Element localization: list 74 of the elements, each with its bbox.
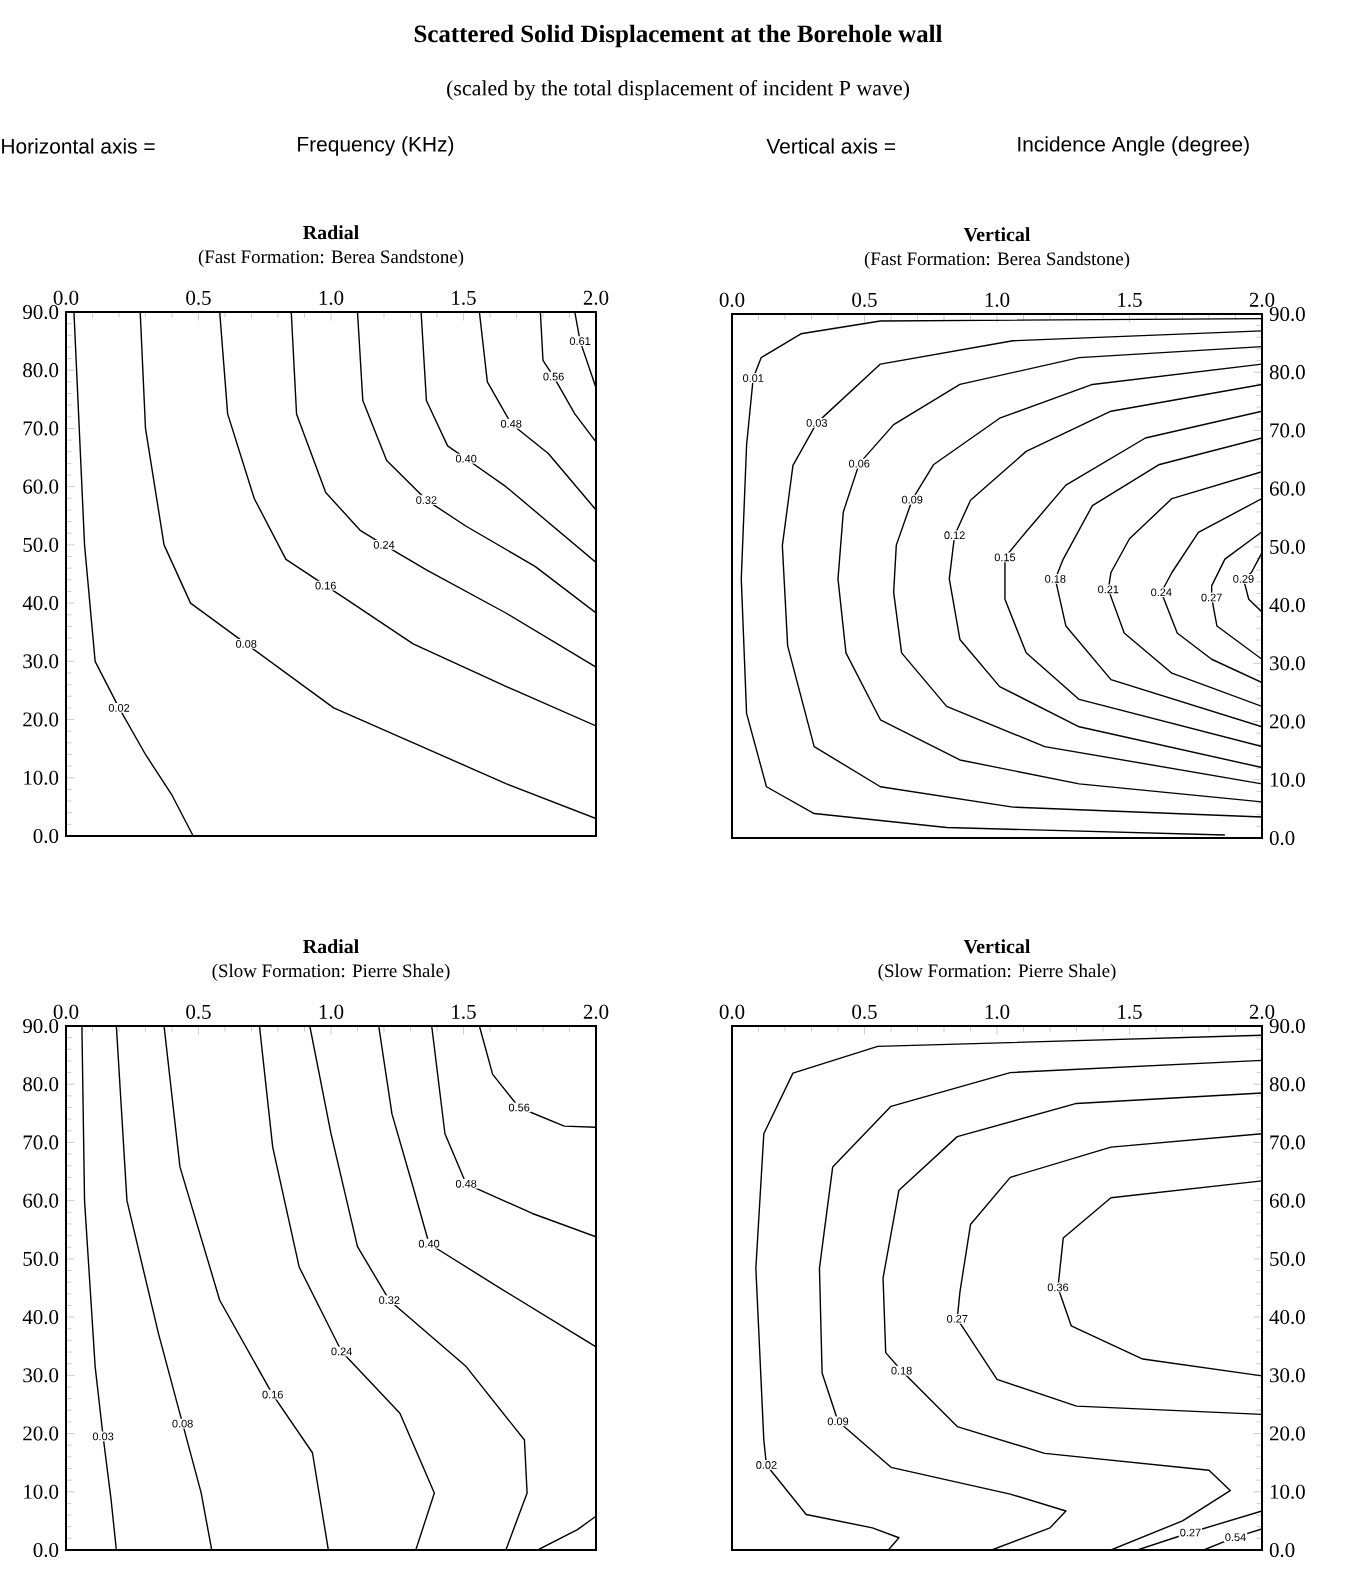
y-tick-label: 50.0 xyxy=(1270,1251,1305,1266)
x-tick-label: 1.5 xyxy=(452,1004,476,1019)
x-tick-label: 2.0 xyxy=(583,290,609,305)
x-tick-label: 1.5 xyxy=(452,290,476,305)
y-tick-label: 50.0 xyxy=(1270,539,1305,554)
y-tick-label: 20.0 xyxy=(1269,1426,1305,1441)
x-tick-label: 1.0 xyxy=(319,290,344,305)
y-tick-label: 70.0 xyxy=(23,421,59,436)
chart-title: Radial xyxy=(303,939,359,954)
text: (scaled by the total displacement of incident P wave) xyxy=(447,79,909,101)
x-tick-label: 0.0 xyxy=(53,1004,79,1019)
text: Vertical axis = xyxy=(766,138,895,154)
y-tick-label: 0.0 xyxy=(1269,1542,1295,1558)
y-tick-label: 90.0 xyxy=(23,304,59,320)
x-tick-label: 0.5 xyxy=(852,1004,877,1019)
text: Incidence Angle (degree) xyxy=(1018,136,1249,156)
text: Frequency (KHz) xyxy=(298,136,454,156)
y-tick-label: 80.0 xyxy=(23,363,59,378)
chart-subtitle: (Fast Formation: Berea Sandstone) xyxy=(864,251,1130,270)
y-tick-label: 60.0 xyxy=(23,1193,59,1208)
y-tick-label: 60.0 xyxy=(1269,1193,1305,1208)
y-tick-label: 10.0 xyxy=(24,770,59,785)
x-tick-label: 2.0 xyxy=(583,1004,609,1019)
chart-title: Radial xyxy=(303,225,359,240)
y-tick-label: 90.0 xyxy=(1269,1018,1305,1034)
chart-title: Vertical xyxy=(963,227,1031,242)
y-tick-label: 20.0 xyxy=(23,712,59,727)
y-tick-label: 50.0 xyxy=(23,1251,59,1266)
y-tick-label: 20.0 xyxy=(1269,714,1305,729)
x-tick-label: 0.0 xyxy=(719,292,745,307)
y-tick-label: 30.0 xyxy=(1270,656,1305,671)
y-tick-label: 60.0 xyxy=(1269,481,1305,496)
chart-subtitle: (Slow Formation: Pierre Shale) xyxy=(878,963,1116,982)
y-tick-label: 70.0 xyxy=(23,1135,59,1150)
chart-subtitle: (Fast Formation: Berea Sandstone) xyxy=(198,249,464,268)
x-tick-label: 1.0 xyxy=(985,292,1010,307)
y-tick-label: 90.0 xyxy=(1269,306,1305,322)
y-tick-label: 50.0 xyxy=(23,537,59,552)
y-tick-label: 90.0 xyxy=(23,1018,59,1034)
y-tick-label: 20.0 xyxy=(23,1426,59,1441)
y-tick-label: 10.0 xyxy=(24,1484,59,1499)
x-tick-label: 0.0 xyxy=(719,1004,745,1019)
x-tick-label: 0.5 xyxy=(852,292,877,307)
x-tick-label: 2.0 xyxy=(1249,292,1275,307)
x-tick-label: 0.5 xyxy=(186,290,211,305)
y-tick-label: 80.0 xyxy=(1269,1077,1305,1092)
text: Scattered Solid Displacement at the Borehole wall xyxy=(414,24,943,48)
y-tick-label: 10.0 xyxy=(1270,772,1305,787)
y-tick-label: 70.0 xyxy=(1270,423,1305,438)
x-tick-label: 1.0 xyxy=(319,1004,344,1019)
y-tick-label: 0.0 xyxy=(33,828,59,844)
x-tick-label: 0.5 xyxy=(186,1004,211,1019)
y-tick-label: 80.0 xyxy=(23,1077,59,1092)
y-tick-label: 40.0 xyxy=(22,1310,59,1325)
y-tick-label: 40.0 xyxy=(1269,1310,1305,1325)
text: Horizontal axis = xyxy=(2,138,155,154)
x-tick-label: 1.5 xyxy=(1118,1004,1142,1019)
y-tick-label: 60.0 xyxy=(23,479,59,494)
y-tick-label: 40.0 xyxy=(1269,598,1305,613)
y-tick-label: 0.0 xyxy=(33,1542,59,1558)
x-tick-label: 1.0 xyxy=(985,1004,1010,1019)
x-tick-label: 1.5 xyxy=(1118,292,1142,307)
y-tick-label: 30.0 xyxy=(23,654,59,669)
x-tick-label: 2.0 xyxy=(1249,1004,1275,1019)
y-tick-label: 70.0 xyxy=(1270,1135,1305,1150)
y-tick-label: 40.0 xyxy=(22,596,59,611)
y-tick-label: 80.0 xyxy=(1269,365,1305,380)
x-tick-label: 0.0 xyxy=(53,290,79,305)
chart-title: Vertical xyxy=(963,939,1031,954)
y-tick-label: 30.0 xyxy=(23,1368,59,1383)
y-tick-label: 10.0 xyxy=(1270,1484,1305,1499)
y-tick-label: 30.0 xyxy=(1270,1368,1305,1383)
chart-subtitle: (Slow Formation: Pierre Shale) xyxy=(212,963,450,982)
y-tick-label: 0.0 xyxy=(1269,830,1295,846)
